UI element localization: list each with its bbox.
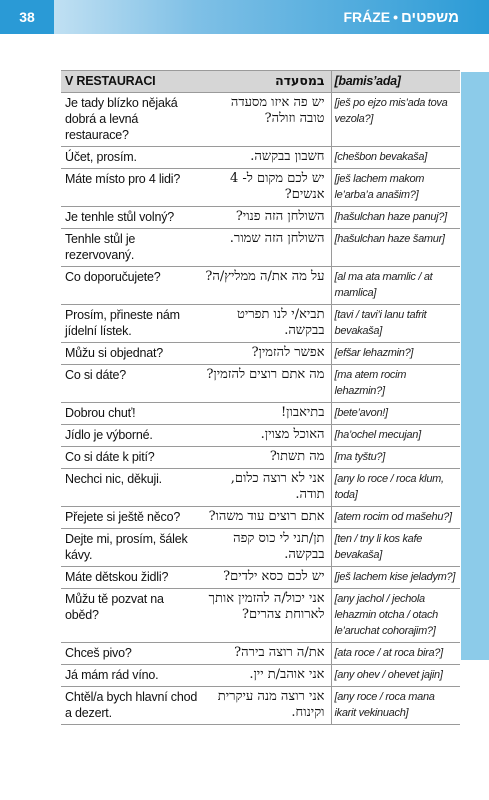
header-cz: V RESTAURACI: [61, 70, 200, 93]
phrase-he: יש פה איזו מסעדה טובה וזולה?: [200, 92, 331, 147]
phrase-transliteration: [hašulchan haze šamur]: [330, 228, 460, 267]
phrase-he: בתיאבון!: [200, 402, 331, 425]
table-row: Můžu tě pozvat na oběd? אני יכול/ה להזמין…: [61, 588, 460, 643]
phrase-transliteration: [atem rocim od mašehu?]: [330, 506, 460, 529]
section-title-cz: FRÁZE: [343, 9, 391, 25]
phrase-he: אני רוצה מנה עיקרית וקינוח.: [200, 686, 331, 725]
phrase-he: אתם רוצים עוד משהו?: [200, 506, 331, 529]
phrase-cz: Chceš pivo?: [61, 642, 200, 665]
table-row: Dejte mi, prosím, šálek kávy. תן/תני לי כ…: [61, 528, 460, 567]
phrase-cz: Je tenhle stůl volný?: [61, 206, 200, 229]
table-row: Máte dětskou židli? יש לכם כסא ילדים? [ješ…: [61, 566, 460, 589]
phrase-transliteration: [bete’avon!]: [330, 402, 460, 425]
table-row: Přejete si ještě něco? אתם רוצים עוד משהו…: [61, 506, 460, 529]
phrase-transliteration: [ješ po ejzo mis’ada tova vezola?]: [330, 92, 460, 147]
phrase-transliteration: [any jachol / jechola lehazmin otcha / o…: [330, 588, 460, 643]
phrase-he: אני לא רוצה כלום, תודה.: [200, 468, 331, 507]
section-title: FRÁZE • משפטים: [343, 0, 459, 34]
phrase-cz: Máte dětskou židli?: [61, 566, 200, 589]
page-header-bar: 38 FRÁZE • משפטים: [0, 0, 489, 34]
phrase-table: V RESTAURACI במסעדה [bamis’ada] Je tady …: [61, 70, 460, 725]
phrase-cz: Já mám rád víno.: [61, 664, 200, 687]
phrase-cz: Nechci nic, děkuji.: [61, 468, 200, 507]
phrase-transliteration: [any roce / roca mana ikarit vekinuach]: [330, 686, 460, 725]
phrase-cz: Přejete si ještě něco?: [61, 506, 200, 529]
phrase-cz: Máte místo pro 4 lidi?: [61, 168, 200, 207]
table-row: Dobrou chuť! בתיאבון! [bete’avon!]: [61, 402, 460, 425]
phrase-transliteration: [ješ lachem makom le’arba’a anašim?]: [330, 168, 460, 207]
table-row: Prosím, přineste nám jídelní lístek. תביא…: [61, 304, 460, 343]
page-number: 38: [0, 0, 54, 34]
phrase-cz: Je tady blízko nějaká dobrá a levná rest…: [61, 92, 200, 147]
table-row: Je tady blízko nějaká dobrá a levná rest…: [61, 92, 460, 147]
phrase-transliteration: [ma atem rocim lehazmin?]: [330, 364, 460, 403]
phrase-he: תן/תני לי כוס קפה בבקשה.: [200, 528, 331, 567]
phrase-cz: Co doporučujete?: [61, 266, 200, 305]
phrase-he: מה אתם רוצים להזמין?: [200, 364, 331, 403]
phrase-transliteration: [tavi / tavi’i lanu tafrit bevakaša]: [330, 304, 460, 343]
phrase-transliteration: [hašulchan haze panuj?]: [330, 206, 460, 229]
phrase-cz: Tenhle stůl je rezervovaný.: [61, 228, 200, 267]
phrase-cz: Můžu si objednat?: [61, 342, 200, 365]
phrase-cz: Dejte mi, prosím, šálek kávy.: [61, 528, 200, 567]
table-row: Co doporučujete? על מה את/ה ממליץ/ה? [al m…: [61, 266, 460, 305]
phrase-he: אפשר להזמין?: [200, 342, 331, 365]
phrase-he: אני אוהב/ת יין.: [200, 664, 331, 687]
table-row: Je tenhle stůl volný? השולחן הזה פנוי? [ha…: [61, 206, 460, 229]
phrase-cz: Můžu tě pozvat na oběd?: [61, 588, 200, 643]
title-separator: •: [393, 9, 399, 25]
table-header-row: V RESTAURACI במסעדה [bamis’ada]: [61, 70, 460, 93]
phrase-cz: Účet, prosím.: [61, 146, 200, 169]
table-row: Chceš pivo? את/ה רוצה בירה? [ata roce / at…: [61, 642, 460, 665]
header-transliteration: [bamis’ada]: [330, 70, 460, 93]
phrase-transliteration: [chešbon bevakaša]: [330, 146, 460, 169]
phrase-cz: Prosím, přineste nám jídelní lístek.: [61, 304, 200, 343]
side-accent-bar: [461, 72, 489, 660]
phrase-he: יש לכם מקום ל- 4 אנשים?: [200, 168, 331, 207]
phrase-cz: Jídlo je výborné.: [61, 424, 200, 447]
table-row: Nechci nic, děkuji. אני לא רוצה כלום, תוד…: [61, 468, 460, 507]
phrase-cz: Co si dáte?: [61, 364, 200, 403]
phrase-he: האוכל מצוין.: [200, 424, 331, 447]
table-row: Co si dáte k pití? מה תשתו? [ma tyštu?]: [61, 446, 460, 469]
phrase-he: השולחן הזה שמור.: [200, 228, 331, 267]
phrase-cz: Dobrou chuť!: [61, 402, 200, 425]
phrase-he: השולחן הזה פנוי?: [200, 206, 331, 229]
phrase-he: את/ה רוצה בירה?: [200, 642, 331, 665]
phrase-transliteration: [efšar lehazmin?]: [330, 342, 460, 365]
phrase-cz: Co si dáte k pití?: [61, 446, 200, 469]
phrase-transliteration: [any ohev / ohevet jajin]: [330, 664, 460, 687]
table-row: Účet, prosím. חשבון בבקשה. [chešbon bevaka…: [61, 146, 460, 169]
table-row: Chtěl/a bych hlavní chod a dezert. אני רו…: [61, 686, 460, 725]
phrase-cz: Chtěl/a bych hlavní chod a dezert.: [61, 686, 200, 725]
table-row: Tenhle stůl je rezervovaný. השולחן הזה שמ…: [61, 228, 460, 267]
header-he: במסעדה: [200, 70, 331, 93]
phrase-transliteration: [ten / tny li kos kafe bevakaša]: [330, 528, 460, 567]
table-row: Můžu si objednat? אפשר להזמין? [efšar leha…: [61, 342, 460, 365]
phrase-he: אני יכול/ה להזמין אותך לארוחת צהרים?: [200, 588, 331, 643]
phrase-transliteration: [ata roce / at roca bira?]: [330, 642, 460, 665]
phrase-transliteration: [ha’ochel mecujan]: [330, 424, 460, 447]
phrase-he: מה תשתו?: [200, 446, 331, 469]
phrase-he: תביא/י לנו תפריט בבקשה.: [200, 304, 331, 343]
phrase-transliteration: [ma tyštu?]: [330, 446, 460, 469]
table-row: Já mám rád víno. אני אוהב/ת יין. [any ohev…: [61, 664, 460, 687]
table-row: Máte místo pro 4 lidi? יש לכם מקום ל- 4 א…: [61, 168, 460, 207]
phrase-transliteration: [al ma ata mamlic / at mamlica]: [330, 266, 460, 305]
phrase-transliteration: [any lo roce / roca klum, toda]: [330, 468, 460, 507]
phrase-he: חשבון בבקשה.: [200, 146, 331, 169]
section-title-he: משפטים: [401, 9, 459, 26]
phrase-he: יש לכם כסא ילדים?: [200, 566, 331, 589]
phrase-he: על מה את/ה ממליץ/ה?: [200, 266, 331, 305]
table-row: Co si dáte? מה אתם רוצים להזמין? [ma atem …: [61, 364, 460, 403]
table-row: Jídlo je výborné. האוכל מצוין. [ha’ochel m…: [61, 424, 460, 447]
phrase-transliteration: [ješ lachem kise jeladym?]: [330, 566, 460, 589]
